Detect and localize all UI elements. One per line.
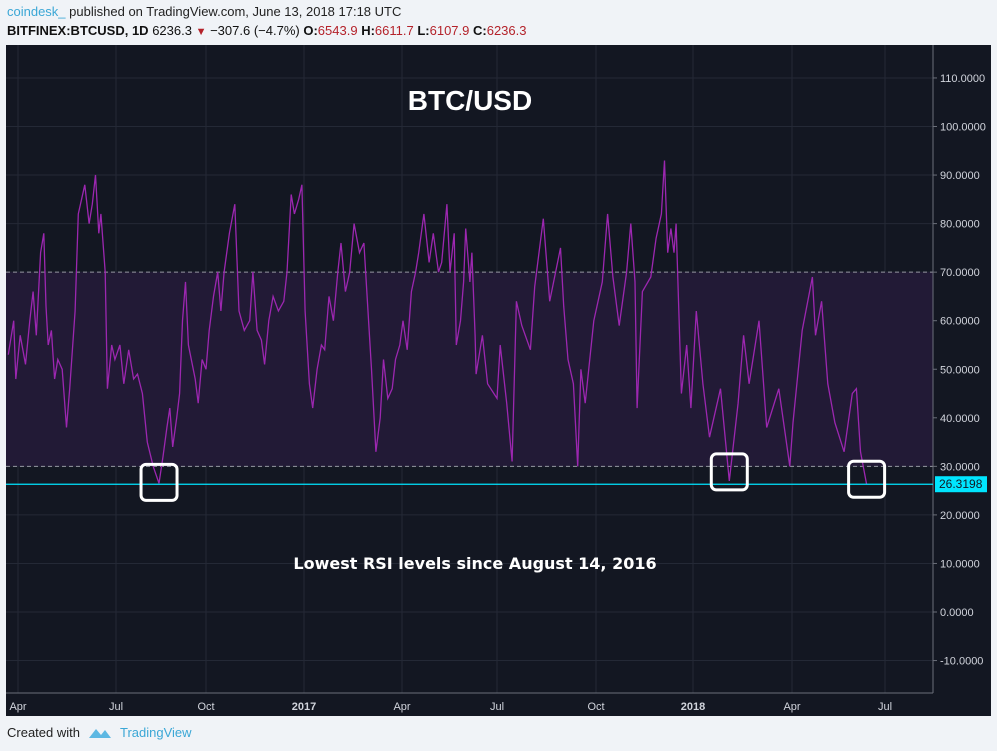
last-price: 6236.3	[152, 23, 192, 38]
y-tick-label: 90.0000	[940, 170, 980, 182]
x-axis: Apr Jul Oct 2017 Apr Jul Oct 2018 Apr Jul	[9, 701, 892, 713]
rsi-series-line	[7, 160, 868, 485]
x-tick-label: Jul	[490, 701, 504, 713]
y-axis: 110.0000 100.0000 90.0000 80.0000 70.0000 60.…	[933, 73, 986, 668]
publish-info: coindesk_ published on TradingView.com, …	[7, 4, 401, 19]
x-tick-label: Oct	[587, 701, 604, 713]
high-value: 6611.7	[374, 23, 414, 38]
y-tick-label: 80.0000	[940, 219, 980, 231]
footer: Created with TradingView	[7, 725, 192, 740]
x-tick-label: Apr	[783, 701, 800, 713]
low-value: 6107.9	[429, 23, 470, 38]
rsi-band	[6, 272, 933, 467]
y-tick-label: 100.0000	[940, 122, 986, 134]
x-tick-label: 2017	[292, 701, 316, 713]
y-tick-label: 30.0000	[940, 461, 980, 473]
symbol-label: BITFINEX:BTCUSD, 1D	[7, 23, 149, 38]
created-with-label: Created with	[7, 725, 80, 740]
y-tick-label: 0.0000	[940, 607, 974, 619]
x-tick-label: Apr	[393, 701, 410, 713]
x-tick-label: Jul	[109, 701, 123, 713]
price-change: −307.6 (−4.7%)	[210, 23, 300, 38]
x-tick-label: Jul	[878, 701, 892, 713]
y-tick-label: 50.0000	[940, 364, 980, 376]
triangle-down-icon: ▼	[195, 26, 207, 38]
published-text: published on TradingView.com, June 13, 2…	[69, 4, 402, 19]
highlight-box	[847, 459, 887, 499]
open-label: O:	[303, 23, 318, 38]
high-label: H:	[361, 23, 375, 38]
low-label: L:	[417, 23, 430, 38]
close-value: 6236.3	[486, 23, 527, 38]
tradingview-logo-icon	[88, 728, 111, 738]
highlight-box	[139, 462, 179, 502]
highlight-box	[709, 452, 749, 492]
y-tick-label: 70.0000	[940, 267, 980, 279]
author-link[interactable]: coindesk_	[7, 4, 66, 19]
chart-title: BTC/USD	[408, 85, 532, 116]
level-price-badge	[935, 476, 987, 493]
highlight-boxes	[139, 452, 887, 502]
close-label: C:	[473, 23, 487, 38]
x-tick-label: Oct	[197, 701, 214, 713]
y-tick-label: 10.0000	[940, 558, 980, 570]
y-tick-label: 20.0000	[940, 510, 980, 522]
open-value: 6543.9	[317, 23, 358, 38]
symbol-info: BITFINEX:BTCUSD, 1D 6236.3 ▼ −307.6 (−4.…	[7, 23, 526, 38]
x-tick-label: 2018	[681, 701, 705, 713]
x-tick-label: Apr	[9, 701, 26, 713]
tradingview-link[interactable]: TradingView	[119, 725, 192, 740]
y-tick-label: 110.0000	[940, 73, 985, 85]
level-price-label: 26.3198	[939, 477, 983, 491]
y-tick-label: 60.0000	[940, 316, 980, 328]
annotation-text: Lowest RSI levels since August 14, 2016	[293, 554, 656, 573]
y-tick-label: -10.0000	[940, 656, 983, 668]
y-tick-label: 40.0000	[940, 413, 980, 425]
